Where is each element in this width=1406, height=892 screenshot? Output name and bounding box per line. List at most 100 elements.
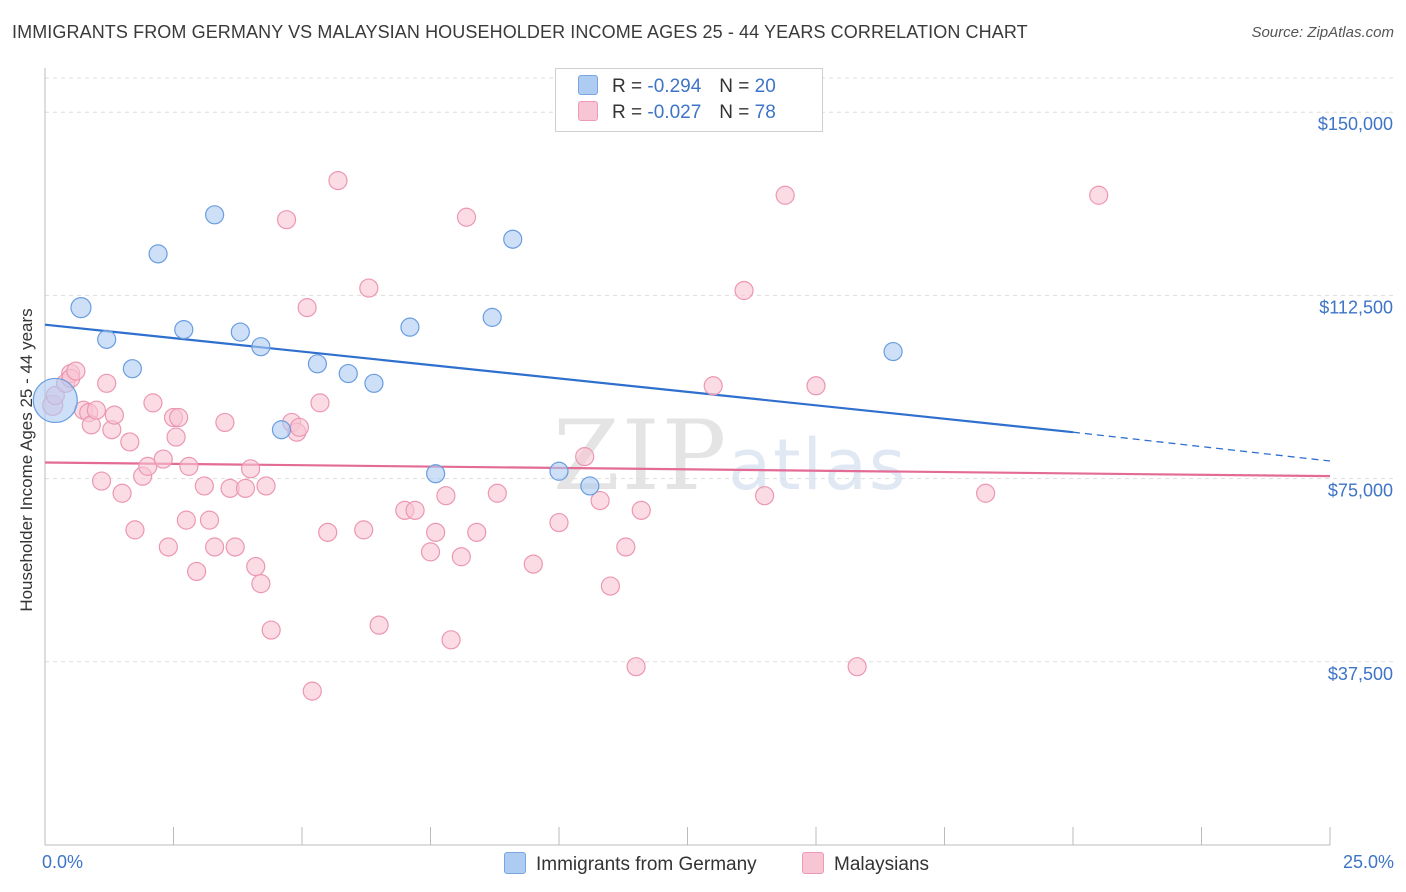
point-malaysia-62 xyxy=(523,554,543,574)
legend-row-germany: R = -0.294 N = 20 xyxy=(578,75,776,99)
point-malaysia-50 xyxy=(359,278,379,298)
legend-item-malaysia: Malaysians xyxy=(802,852,929,876)
legend-label-germany: Immigrants from Germany xyxy=(536,854,757,875)
point-malaysia-26 xyxy=(179,456,199,476)
y-tick-label-3: $150,000 xyxy=(1318,114,1393,134)
point-malaysia-20 xyxy=(153,449,173,469)
legend-row-malaysia: R = -0.027 N = 78 xyxy=(578,101,776,125)
point-germany-3 xyxy=(122,359,142,379)
point-germany-10 xyxy=(307,354,328,374)
point-germany-9 xyxy=(271,420,292,440)
trend-line-malaysia xyxy=(44,461,1331,478)
legend-swatch-germany xyxy=(578,75,598,95)
point-malaysia-43 xyxy=(289,417,310,437)
point-germany-12 xyxy=(364,373,384,393)
point-malaysia-49 xyxy=(354,520,374,540)
point-malaysia-64 xyxy=(575,447,595,467)
point-malaysia-75 xyxy=(847,657,867,677)
point-malaysia-63 xyxy=(549,512,569,533)
point-germany-2 xyxy=(97,329,117,349)
point-malaysia-24 xyxy=(169,407,189,428)
correlation-legend: R = -0.294 N = 20 R = -0.027 N = 78 xyxy=(555,68,823,132)
y-axis-label-wrap: Householder Income Ages 25 - 44 years xyxy=(12,80,42,840)
y-tick-labels: $37,500 $75,000 $112,500 $150,000 xyxy=(1318,114,1393,684)
trend-line-germany-extension xyxy=(1072,431,1331,462)
n-label-malaysia: N = xyxy=(719,102,750,123)
point-malaysia-48 xyxy=(328,170,348,191)
point-malaysia-39 xyxy=(261,620,281,640)
trend-layer xyxy=(44,323,1331,478)
point-malaysia-57 xyxy=(441,630,461,650)
grid-layer xyxy=(45,77,1395,663)
point-malaysia-31 xyxy=(215,412,235,433)
r-value-malaysia: -0.027 xyxy=(647,102,702,123)
point-germany-16 xyxy=(503,229,523,249)
point-malaysia-5 xyxy=(66,361,86,381)
point-malaysia-68 xyxy=(626,657,646,677)
r-label-germany: R = xyxy=(612,76,643,97)
r-label-malaysia: R = xyxy=(612,102,643,123)
point-malaysia-53 xyxy=(405,500,425,520)
point-malaysia-70 xyxy=(703,376,723,396)
axis-layer xyxy=(44,68,1331,846)
point-malaysia-21 xyxy=(158,537,178,557)
chart-title: IMMIGRANTS FROM GERMANY VS MALAYSIAN HOU… xyxy=(12,22,1028,42)
y-axis-label: Householder Income Ages 25 - 44 years xyxy=(17,308,36,612)
point-malaysia-65 xyxy=(590,490,610,511)
point-malaysia-36 xyxy=(246,556,266,577)
point-malaysia-38 xyxy=(256,476,276,496)
point-malaysia-10 xyxy=(91,471,112,491)
legend-item-germany: Immigrants from Germany xyxy=(504,852,757,876)
point-malaysia-16 xyxy=(125,520,145,540)
source-credit: Source: ZipAtlas.com xyxy=(1251,24,1394,41)
point-malaysia-61 xyxy=(487,483,507,503)
legend-swatch-malaysia-bottom xyxy=(802,852,824,874)
point-germany-0 xyxy=(32,377,78,424)
point-malaysia-69 xyxy=(631,500,651,520)
y-tick-label-1: $75,000 xyxy=(1328,481,1393,501)
point-malaysia-74 xyxy=(806,376,826,396)
point-malaysia-56 xyxy=(436,486,456,506)
point-germany-15 xyxy=(482,307,502,327)
n-value-germany: 20 xyxy=(754,76,776,97)
n-label-germany: N = xyxy=(719,76,750,97)
point-malaysia-34 xyxy=(235,478,256,498)
point-malaysia-35 xyxy=(241,459,261,479)
point-malaysia-29 xyxy=(199,510,220,530)
point-germany-14 xyxy=(426,464,446,484)
point-germany-6 xyxy=(205,205,225,225)
point-malaysia-44 xyxy=(297,298,317,318)
point-germany-18 xyxy=(580,476,600,496)
point-malaysia-30 xyxy=(205,537,225,557)
r-value-germany: -0.294 xyxy=(647,76,702,97)
point-malaysia-47 xyxy=(318,522,338,542)
point-malaysia-71 xyxy=(734,280,754,301)
point-malaysia-59 xyxy=(456,207,477,227)
point-layer xyxy=(32,170,1109,701)
point-malaysia-60 xyxy=(467,522,487,542)
point-malaysia-28 xyxy=(194,476,214,496)
point-malaysia-73 xyxy=(775,185,795,205)
point-germany-17 xyxy=(549,461,569,481)
point-malaysia-54 xyxy=(420,542,441,562)
y-tick-label-0: $37,500 xyxy=(1328,664,1393,684)
point-germany-4 xyxy=(148,244,168,264)
x-tick-label-max: 25.0% xyxy=(1342,852,1394,872)
point-malaysia-33 xyxy=(225,537,245,557)
point-malaysia-23 xyxy=(166,427,186,447)
point-malaysia-19 xyxy=(143,393,163,413)
point-malaysia-51 xyxy=(369,615,389,635)
point-malaysia-14 xyxy=(112,483,132,503)
y-tick-label-2: $112,500 xyxy=(1319,297,1393,317)
point-germany-8 xyxy=(251,337,271,357)
point-malaysia-9 xyxy=(86,400,107,420)
point-malaysia-27 xyxy=(187,561,207,582)
point-malaysia-46 xyxy=(310,393,330,413)
point-malaysia-55 xyxy=(426,522,446,542)
point-malaysia-58 xyxy=(451,547,471,567)
legend-swatch-germany-bottom xyxy=(504,852,526,874)
legend-swatch-malaysia xyxy=(578,101,598,121)
trend-line-germany xyxy=(44,323,1074,434)
point-malaysia-45 xyxy=(302,681,322,701)
